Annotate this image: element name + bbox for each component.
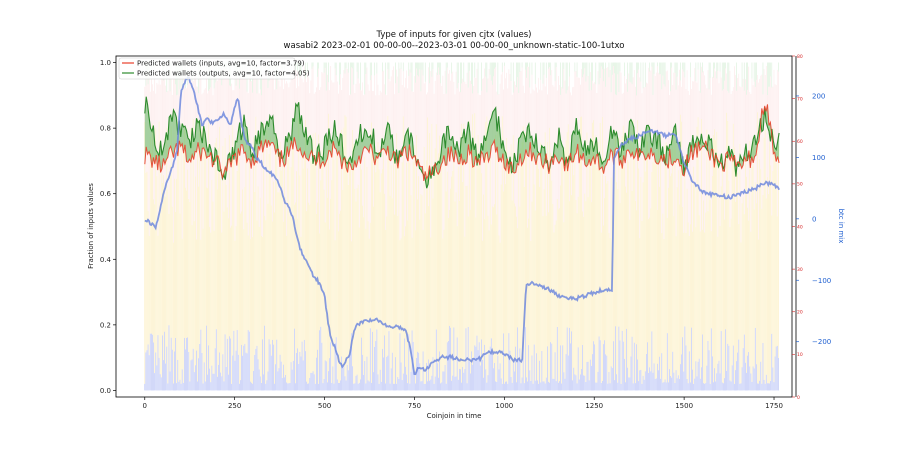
x-tick-label: 1250	[585, 402, 603, 410]
y3-tick-label: 10	[797, 352, 803, 358]
x-tick-label: 1500	[675, 402, 693, 410]
y-tick-label: 0.2	[100, 321, 111, 329]
legend-label-inputs: Predicted wallets (inputs, avg=10, facto…	[137, 60, 305, 68]
chart-subtitle: wasabi2 2023-02-01 00-00-00--2023-03-01 …	[284, 41, 625, 51]
y3-tick-label: 50	[797, 182, 803, 188]
y3-tick-label: 20	[797, 310, 803, 316]
x-tick-label: 500	[318, 402, 331, 410]
legend-box	[118, 57, 296, 80]
x-axis-label: Coinjoin in time	[427, 412, 482, 420]
fill-between	[144, 96, 780, 189]
y-tick-label: 0.6	[100, 190, 112, 198]
y-tick-label: 0.8	[100, 125, 111, 133]
y3-tick-label: 60	[797, 139, 803, 145]
y-axis-label: Fraction of inputs values	[87, 183, 95, 269]
y3-axis-ticks: 0 10 20 30 40 50 60 70 80	[792, 54, 803, 401]
y2-tick-label: 200	[812, 92, 825, 100]
y3-tick-label: 80	[797, 54, 803, 60]
series-lines	[144, 76, 780, 376]
series-line-btc	[144, 76, 780, 376]
y3-tick-label: 70	[797, 96, 803, 102]
x-tick-label: 250	[228, 402, 241, 410]
x-tick-label: 750	[408, 402, 421, 410]
y3-tick-label: 40	[797, 224, 803, 230]
x-tick-label: 1750	[765, 402, 783, 410]
y2-axis-label: btc in mix	[837, 209, 845, 244]
y2-tick-label: −100	[812, 277, 831, 285]
y-axis-ticks: 0.0 0.2 0.4 0.6 0.8 1.0	[100, 59, 116, 395]
y2-tick-label: 100	[812, 154, 825, 162]
y-tick-label: 1.0	[100, 59, 111, 67]
x-tick-label: 0	[143, 402, 147, 410]
y-tick-label: 0.0	[100, 387, 111, 395]
legend: Predicted wallets (inputs, avg=10, facto…	[118, 57, 310, 80]
y3-tick-label: 30	[797, 267, 803, 273]
background-bars	[144, 62, 779, 391]
fill-between-area	[144, 96, 780, 189]
y3-tick-label: 0	[797, 395, 800, 401]
y-tick-label: 0.4	[100, 256, 112, 264]
y2-tick-label: −200	[812, 338, 831, 346]
y2-tick-label: 0	[812, 215, 816, 223]
chart-title: Type of inputs for given cjtx (values)	[376, 30, 532, 40]
x-tick-label: 1000	[495, 402, 513, 410]
series-line-inputs	[144, 104, 780, 181]
legend-label-outputs: Predicted wallets (outputs, avg=10, fact…	[137, 70, 310, 78]
x-axis-ticks: 0 250 500 750 1000 1250 1500 1750	[143, 397, 783, 410]
series-line-outputs	[144, 96, 780, 189]
y2-axis-ticks: −200 −100 0 100 200	[796, 92, 831, 346]
